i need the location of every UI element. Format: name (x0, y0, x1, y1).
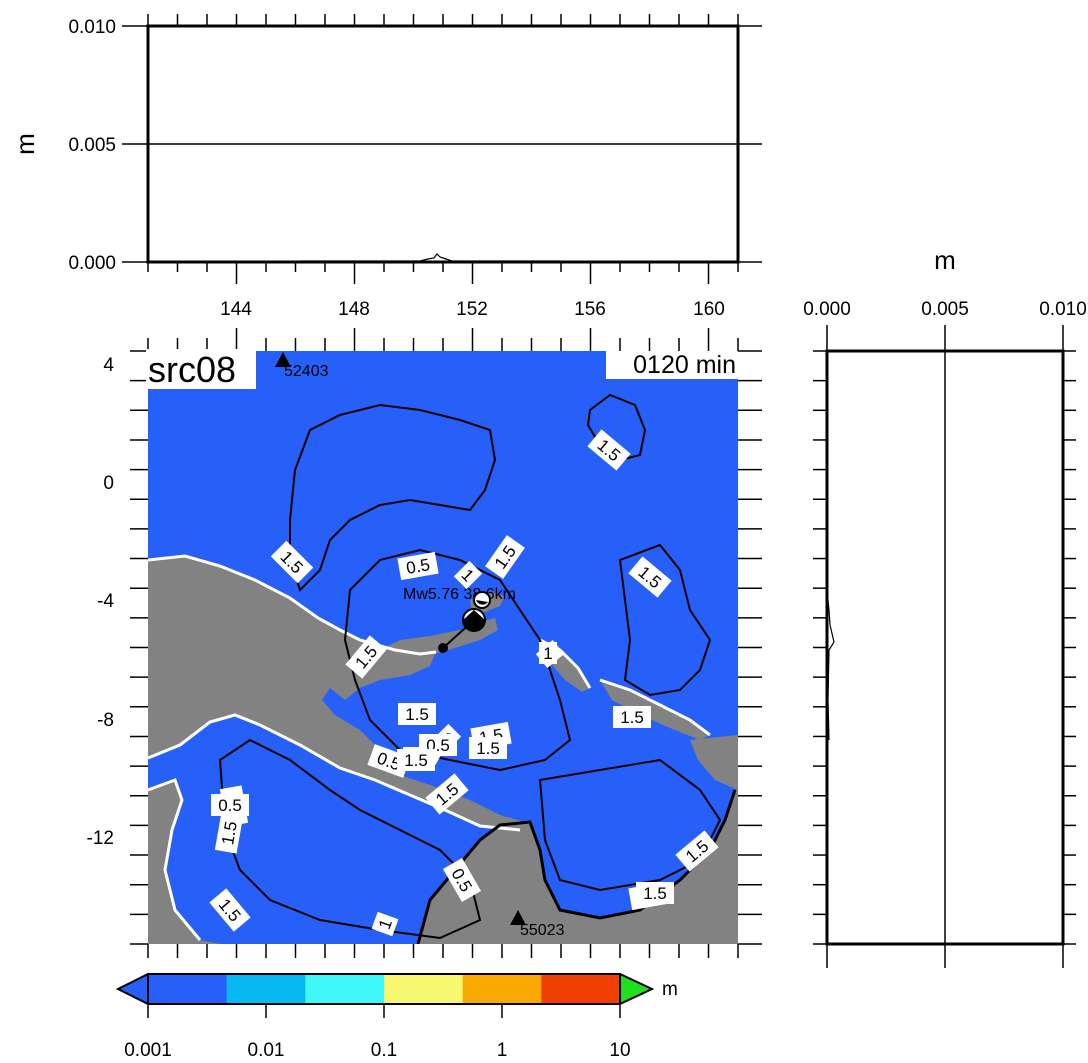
coastline-south (148, 713, 521, 832)
contour-label: 0.5 (211, 794, 249, 816)
colorbar-unit: m (662, 979, 678, 1000)
colorbar-segment (226, 974, 306, 1004)
colorbar: 0.001 0.01 0.1 1 10 m (115, 973, 678, 1061)
station-triangle-icon-55023 (510, 910, 526, 925)
contour-northeast (586, 393, 647, 462)
colorbar-segment (384, 974, 464, 1004)
xtick-148: 148 (338, 299, 370, 320)
colorbar-segment (305, 974, 385, 1004)
contour-east (618, 543, 712, 697)
ytick-neg8: -8 (97, 710, 114, 731)
side-profile-x-unit: m (934, 245, 956, 275)
colorbar-tick-0: 0.001 (124, 1040, 172, 1061)
ytick-4: 4 (103, 355, 114, 376)
colorbar-tick-1: 0.01 (248, 1040, 285, 1061)
new-guinea-land (148, 556, 525, 830)
top-profile-y-unit: m (10, 133, 40, 155)
side-profile-xtick-1: 0.005 (921, 299, 969, 320)
contour-north (289, 403, 497, 592)
time-label-box (606, 351, 738, 379)
side-profile-signal (827, 599, 835, 741)
epicenter-dot-icon (438, 643, 448, 653)
contour-label: 1.5 (613, 706, 651, 728)
svg-text:1.5: 1.5 (643, 884, 667, 903)
colorbar-tick-3: 1 (497, 1040, 508, 1061)
time-label: 0120 min (633, 351, 736, 379)
station-label-52403: 52403 (284, 363, 329, 380)
contour-label: 1.5 (628, 556, 672, 598)
contour-label: 1.5 (636, 882, 674, 904)
xtick-152: 152 (456, 299, 488, 320)
colorbar-tick-4: 10 (609, 1040, 630, 1061)
contour-label: 1.5 (214, 812, 244, 854)
contour-label: 1.5 (398, 703, 436, 725)
contour-label: 1 (453, 560, 483, 590)
ytick-neg4: -4 (97, 591, 114, 612)
xtick-144: 144 (220, 299, 252, 320)
contour-label: 1.5 (469, 737, 507, 759)
top-profile-ytick-0: 0.010 (68, 17, 116, 38)
side-profile-xtick-0: 0.000 (803, 299, 851, 320)
event-label: Mw5.76 38.6km (403, 586, 516, 603)
map-title: src08 (148, 349, 236, 390)
ytick-neg12: -12 (87, 828, 114, 849)
top-profile-panel: 0.010 0.005 0.000 m 144 148 152 156 160 (10, 14, 762, 320)
solomon-islands-land (600, 680, 710, 740)
coastline-solomons (599, 678, 711, 737)
xtick-160: 160 (693, 299, 725, 320)
colorbar-over-arrow (620, 974, 652, 1004)
arnhem-land (148, 780, 220, 944)
top-profile-signal (300, 253, 560, 262)
xtick-156: 156 (574, 299, 606, 320)
svg-text:1.5: 1.5 (218, 820, 241, 847)
top-profile-ytick-1: 0.005 (68, 135, 116, 156)
colorbar-segment (462, 974, 542, 1004)
station-triangle-icon-52403 (275, 352, 291, 367)
contour-central (343, 548, 572, 772)
svg-text:0.5: 0.5 (405, 555, 432, 578)
coastline-north (148, 554, 437, 656)
station-label-55023: 55023 (520, 922, 565, 939)
colorbar-tick-2: 0.1 (371, 1040, 397, 1061)
solomon-east-land (690, 735, 738, 790)
svg-text:1.5: 1.5 (405, 705, 429, 724)
svg-text:1.5: 1.5 (476, 739, 500, 758)
contour-label: 0.5 (397, 551, 439, 581)
ytick-0: 0 (103, 473, 114, 494)
colorbar-segment (148, 974, 228, 1004)
svg-text:1.5: 1.5 (404, 751, 428, 770)
contour-label: 1.5 (587, 429, 631, 471)
coastline-arnhem (148, 778, 202, 941)
side-profile-panel: m 0.000 0.005 0.010 (803, 245, 1087, 968)
colorbar-under-arrow (118, 974, 148, 1004)
contour-label: 1.5 (397, 749, 435, 771)
svg-text:1.5: 1.5 (620, 708, 644, 727)
contour-coral-sea (218, 738, 482, 940)
colorbar-segment (541, 974, 621, 1004)
svg-text:0.5: 0.5 (218, 796, 242, 815)
map-panel: 4 0 -4 -8 -12 src08 0120 min 52403 55023… (87, 328, 762, 958)
top-profile-ytick-2: 0.000 (68, 253, 116, 274)
contour-label: 1 (371, 911, 399, 937)
svg-text:1: 1 (543, 644, 552, 663)
contour-label: 1 (539, 642, 557, 664)
beachball-icon (462, 591, 491, 632)
map-title-box (146, 349, 256, 389)
side-profile-xtick-2: 0.010 (1039, 299, 1087, 320)
